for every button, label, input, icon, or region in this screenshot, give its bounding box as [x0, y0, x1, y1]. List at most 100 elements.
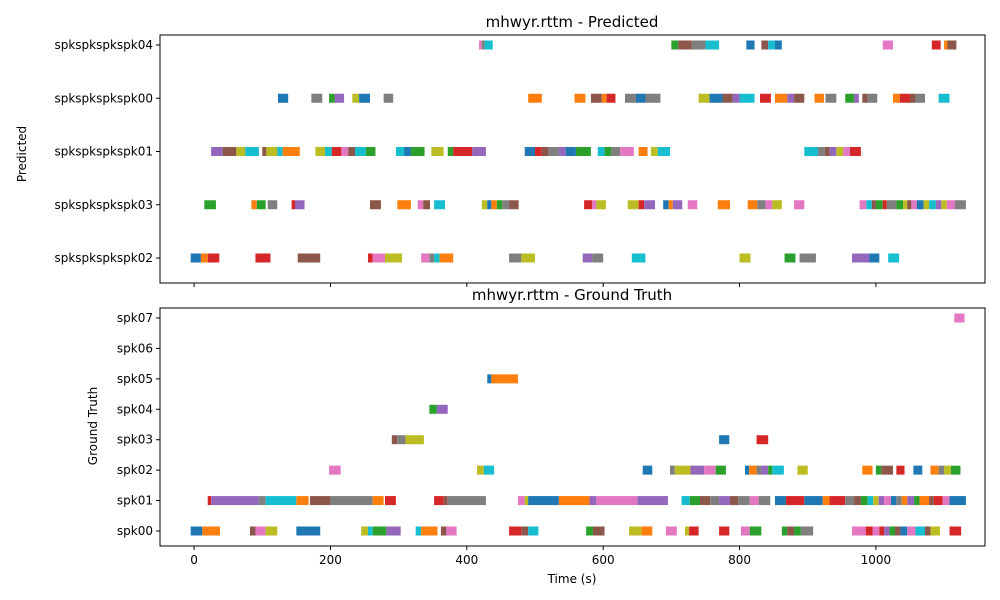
predicted-segment: [903, 200, 908, 210]
predicted-segment: [190, 253, 201, 263]
ground-truth-segment: [845, 496, 855, 506]
ground-truth-segment: [901, 496, 908, 506]
ground-truth-xtick-label: 600: [592, 553, 615, 567]
predicted-segment: [348, 147, 355, 156]
ground-truth-segment: [829, 496, 846, 506]
predicted-segment: [650, 147, 658, 156]
predicted-segment: [479, 40, 482, 50]
predicted-segment: [481, 200, 488, 210]
predicted-segment: [931, 40, 941, 50]
ground-truth-xlabel: Time (s): [547, 572, 597, 586]
ground-truth-segment: [749, 465, 757, 475]
predicted-segment: [423, 200, 430, 210]
predicted-segment: [739, 253, 751, 263]
predicted-segment: [601, 93, 607, 103]
ground-truth-xticks: 0 200 400 600 800 1000: [190, 546, 891, 567]
predicted-segment: [592, 253, 604, 263]
ground-truth-yticks: spk00 spk01 spk02 spk03 spk04 spk05 spk06 spk07: [117, 311, 160, 538]
ground-truth-ylabel: Ground Truth: [86, 387, 100, 465]
predicted-segment: [359, 93, 370, 103]
predicted-segment: [871, 200, 876, 210]
ground-truth-segment: [592, 526, 605, 536]
predicted-segment: [315, 147, 325, 156]
predicted-segment: [761, 40, 769, 50]
ground-truth-title: mhwyr.rttm - Ground Truth: [472, 286, 672, 304]
predicted-segment: [277, 93, 289, 103]
predicted-segment: [678, 40, 692, 50]
predicted-segment: [267, 200, 278, 210]
predicted-segment: [291, 200, 295, 210]
predicted-segment: [541, 147, 549, 156]
ground-truth-segment: [950, 465, 961, 475]
predicted-segment: [916, 200, 924, 210]
predicted-segment: [843, 147, 850, 156]
ground-truth-segment: [794, 526, 801, 536]
predicted-segment: [644, 200, 655, 210]
predicted-segment: [256, 200, 266, 210]
predicted-segment: [854, 93, 859, 103]
predicted-segment: [944, 40, 948, 50]
predicted-segment: [521, 253, 535, 263]
ground-truth-segment: [761, 465, 769, 475]
ground-truth-segment: [589, 496, 597, 506]
predicted-segment: [372, 253, 385, 263]
predicted-segment: [365, 147, 376, 156]
predicted-segment: [772, 200, 782, 210]
ground-truth-segment: [749, 496, 759, 506]
ground-truth-segment: [719, 526, 730, 536]
ground-truth-segment: [873, 496, 879, 506]
ground-truth-segment: [878, 496, 885, 506]
predicted-segment: [709, 93, 723, 103]
predicted-segment: [620, 147, 634, 156]
ground-truth-segment: [330, 496, 373, 506]
ground-truth-segment: [446, 526, 457, 536]
predicted-ytick-label: spkspkspkspk02: [54, 251, 153, 265]
predicted-segment: [845, 93, 855, 103]
ground-truth-segment: [919, 496, 930, 506]
predicted-segment: [297, 253, 321, 263]
predicted-segment: [836, 147, 844, 156]
ground-truth-axes-frame: [159, 307, 986, 547]
predicted-segment: [869, 253, 880, 263]
ground-truth-segment: [907, 526, 916, 536]
ground-truth-segment: [296, 526, 321, 536]
ground-truth-segment: [629, 526, 642, 536]
ground-truth-segment: [949, 526, 962, 536]
ground-truth-segment: [704, 465, 716, 475]
predicted-segment: [663, 200, 669, 210]
ground-truth-segment: [949, 496, 966, 506]
predicted-segment: [635, 93, 646, 103]
predicted-segment: [584, 200, 593, 210]
ground-truth-segment: [586, 526, 593, 536]
predicted-segment: [245, 147, 259, 156]
predicted-segment: [910, 93, 916, 103]
ground-truth-segment: [860, 496, 868, 506]
predicted-segment: [211, 147, 223, 156]
predicted-segment: [638, 147, 648, 156]
ground-truth-segment: [528, 526, 539, 536]
predicted-segment: [814, 93, 825, 103]
predicted-segment: [768, 40, 775, 50]
predicted-segment: [370, 200, 381, 210]
ground-truth-segment: [915, 526, 925, 536]
predicted-segment: [784, 253, 796, 263]
predicted-segment: [825, 93, 837, 103]
ground-truth-segment: [785, 496, 805, 506]
predicted-segment: [524, 147, 535, 156]
ground-truth-segment: [258, 496, 266, 506]
predicted-segment: [672, 200, 683, 210]
ground-truth-segment: [521, 526, 529, 536]
predicted-segment: [251, 200, 257, 210]
ground-truth-segment: [930, 465, 939, 475]
ground-truth-segment: [681, 496, 690, 506]
predicted-segment: [829, 147, 837, 156]
predicted-segment: [487, 200, 492, 210]
ground-truth-segment: [730, 496, 739, 506]
ground-truth-segment: [933, 496, 943, 506]
ground-truth-segment: [867, 496, 874, 506]
ground-truth-segment: [405, 435, 424, 445]
ground-truth-ytick-label: spk06: [117, 341, 153, 355]
predicted-segment: [799, 253, 816, 263]
ground-truth-segment: [889, 526, 895, 536]
predicted-title: mhwyr.rttm - Predicted: [486, 13, 659, 31]
